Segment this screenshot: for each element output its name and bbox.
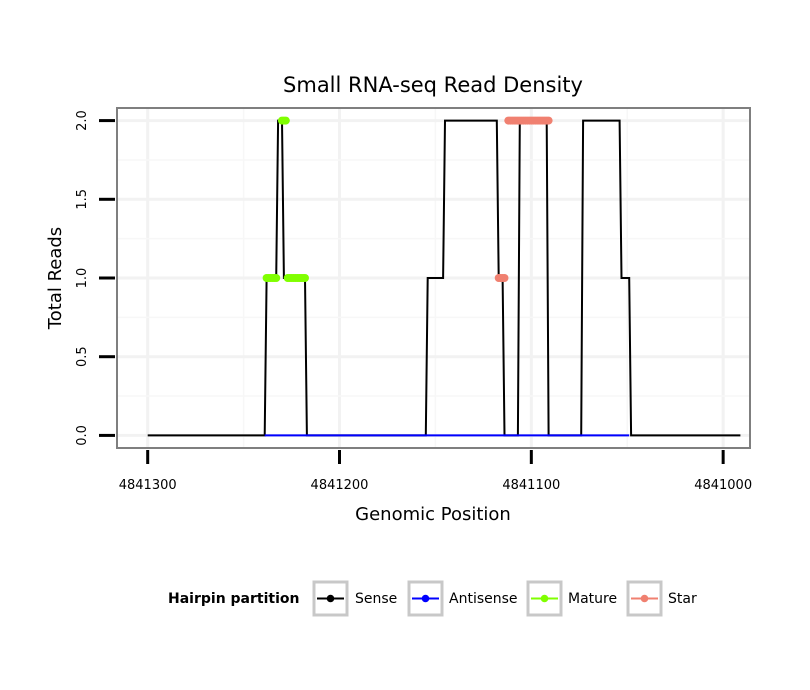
x-axis: 4841300 4841200 4841100 4841000 — [119, 450, 752, 493]
chart-title: Small RNA-seq Read Density — [283, 73, 583, 97]
legend-label-antisense: Antisense — [449, 591, 518, 607]
x-tick-label: 4841300 — [119, 478, 177, 493]
series-layer — [147, 116, 741, 437]
data-point-mature — [281, 116, 290, 125]
legend-label-mature: Mature — [568, 591, 617, 607]
plot-border — [116, 107, 751, 449]
legend-label-star: Star — [668, 591, 697, 607]
y-tick-label: 2.0 — [75, 110, 90, 131]
legend-key-point-antisense — [421, 594, 430, 603]
data-point-mature — [272, 274, 281, 282]
x-tick-label: 4841000 — [694, 478, 752, 493]
legend-key-point-sense — [326, 594, 335, 603]
y-tick-label: 0.0 — [75, 425, 90, 446]
data-point-star — [544, 116, 553, 125]
y-tick-label: 1.5 — [75, 189, 90, 210]
x-tick-label: 4841100 — [502, 478, 560, 493]
x-axis-label: Genomic Position — [355, 504, 511, 525]
legend-title: Hairpin partition — [168, 591, 299, 607]
y-axis: 0.0 0.5 1.0 1.5 2.0 — [75, 110, 115, 446]
legend: Hairpin partition Sense Antisense Mature St… — [168, 580, 697, 617]
y-tick-label: 1.0 — [75, 268, 90, 289]
legend-key-point-star — [640, 594, 649, 603]
legend-label-sense: Sense — [355, 591, 397, 607]
x-tick-label: 4841200 — [311, 478, 369, 493]
plot-area — [116, 107, 751, 449]
legend-key-point-mature — [540, 594, 549, 603]
y-axis-label: Total Reads — [45, 227, 66, 330]
data-point-mature — [300, 274, 309, 282]
y-tick-label: 0.5 — [75, 346, 90, 367]
data-point-star — [500, 274, 509, 282]
